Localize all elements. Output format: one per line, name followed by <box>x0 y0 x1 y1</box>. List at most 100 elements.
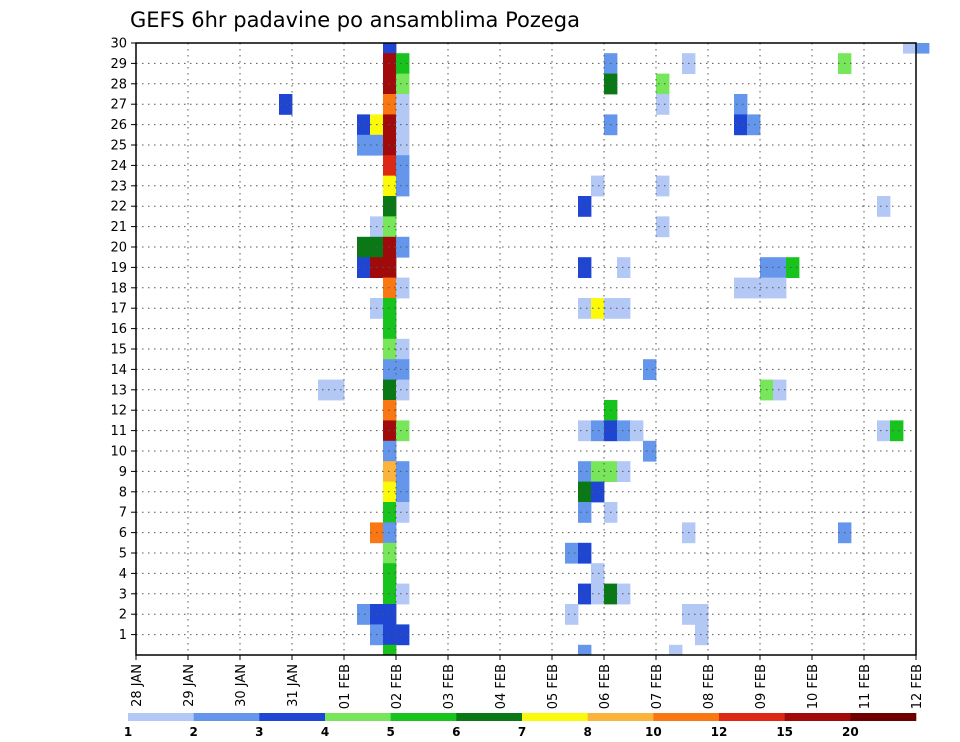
heatmap-cell <box>591 420 605 442</box>
heatmap-cell <box>591 563 605 584</box>
y-tick-label: 29 <box>110 57 127 72</box>
colorbar-swatch <box>784 713 851 721</box>
heatmap-cell <box>357 114 371 136</box>
x-tick-label: 09 FEB <box>754 664 769 709</box>
x-tick-label: 05 FEB <box>546 664 561 709</box>
colorbar-label: 2 <box>189 725 197 739</box>
heatmap-cell <box>383 155 397 176</box>
x-tick-label: 03 FEB <box>442 664 457 709</box>
heatmap-cell <box>591 583 605 605</box>
heatmap-cell <box>318 379 332 401</box>
heatmap-cell <box>773 257 787 278</box>
heatmap-cell <box>617 298 631 319</box>
heatmap-cell <box>695 624 709 646</box>
x-tick-label: 11 FEB <box>858 664 873 709</box>
y-tick-label: 18 <box>110 281 127 296</box>
heatmap-cell <box>656 216 670 238</box>
heatmap-cell <box>396 277 410 299</box>
heatmap-cell <box>396 481 410 503</box>
heatmap-cell <box>383 175 397 197</box>
colorbar-label: 3 <box>255 725 263 739</box>
heatmap-cell <box>396 155 410 176</box>
heatmap-cell <box>578 644 592 656</box>
heatmap-cell <box>656 94 670 115</box>
y-tick-label: 4 <box>119 567 127 582</box>
colorbar-swatch <box>325 713 391 721</box>
heatmap-cell <box>617 461 631 482</box>
heatmap-cell <box>383 420 397 442</box>
heatmap-cell <box>383 196 397 217</box>
x-tick-label: 02 FEB <box>390 664 405 709</box>
heatmap-cell <box>578 461 592 482</box>
heatmap-cell <box>565 542 579 564</box>
y-tick-label: 12 <box>110 404 127 419</box>
heatmap-cell <box>383 400 397 421</box>
heatmap-cell <box>357 134 371 156</box>
colorbar-swatch <box>390 713 457 721</box>
heatmap-cell <box>396 420 410 442</box>
heatmap-cell <box>747 277 761 299</box>
heatmap-cell <box>357 257 371 278</box>
colorbar-label: 12 <box>711 725 728 739</box>
y-tick-label: 9 <box>119 465 127 480</box>
heatmap-cell <box>630 420 644 442</box>
heatmap-cell <box>617 583 631 605</box>
heatmap-cell <box>695 604 709 625</box>
heatmap-cell <box>877 196 891 217</box>
heatmap-cell <box>773 277 787 299</box>
heatmap-cell <box>383 216 397 238</box>
heatmap-cell <box>916 43 930 54</box>
y-tick-label: 15 <box>110 343 127 358</box>
heatmap-cell <box>396 53 410 74</box>
heatmap-cell <box>383 644 397 656</box>
y-tick-label: 20 <box>110 241 127 256</box>
colorbar-label: 20 <box>842 725 859 739</box>
heatmap-cell <box>331 379 345 401</box>
grid-lines <box>136 43 916 655</box>
heatmap-cell <box>279 94 293 115</box>
heatmap-cell <box>396 624 410 646</box>
colorbar: 1 2 3 4 5 6 7 8 10 12 15 20 <box>124 713 917 739</box>
heatmap-cell <box>578 502 592 523</box>
colorbar-label: 7 <box>518 725 526 739</box>
heatmap-cell <box>383 134 397 156</box>
heatmap-cell <box>357 236 371 258</box>
x-tick-label: 31 JAN <box>286 664 301 707</box>
heatmap-cell <box>591 175 605 197</box>
heatmap-cell <box>383 502 397 523</box>
heatmap-cell <box>734 94 748 115</box>
y-tick-label: 21 <box>110 220 127 235</box>
x-tick-label: 08 FEB <box>702 664 717 709</box>
heatmap-cell <box>747 114 761 136</box>
colorbar-label: 10 <box>645 725 662 739</box>
y-tick-label: 22 <box>110 200 127 215</box>
heatmap-cell <box>383 379 397 401</box>
heatmap-cell <box>578 298 592 319</box>
heatmap-cell <box>617 257 631 278</box>
heatmap-cell <box>383 440 397 462</box>
heatmap-cell <box>383 461 397 482</box>
heatmap-cell <box>877 420 891 442</box>
heatmap-cell <box>734 114 748 136</box>
heatmap-cell <box>383 624 397 646</box>
heatmap-cell <box>578 542 592 564</box>
y-tick-label: 23 <box>110 179 127 194</box>
colorbar-swatch <box>850 713 917 721</box>
y-tick-label: 5 <box>119 547 127 562</box>
heatmap-cell <box>383 563 397 584</box>
heatmap-cell <box>383 522 397 544</box>
x-tick-label: 07 FEB <box>650 664 665 709</box>
heatmap-cell <box>656 175 670 197</box>
heatmap-cell <box>786 257 800 278</box>
heatmap-cell <box>357 604 371 625</box>
y-tick-label: 6 <box>119 526 127 541</box>
heatmap-cell <box>396 114 410 136</box>
heatmap-cell <box>383 359 397 380</box>
heatmap-cell <box>890 420 904 442</box>
y-tick-label: 1 <box>119 628 127 643</box>
y-tick-label: 8 <box>119 485 127 500</box>
heatmap-cell <box>565 604 579 625</box>
heatmap-cell <box>383 604 397 625</box>
heatmap-cell <box>591 298 605 319</box>
heatmap-cell <box>383 298 397 319</box>
